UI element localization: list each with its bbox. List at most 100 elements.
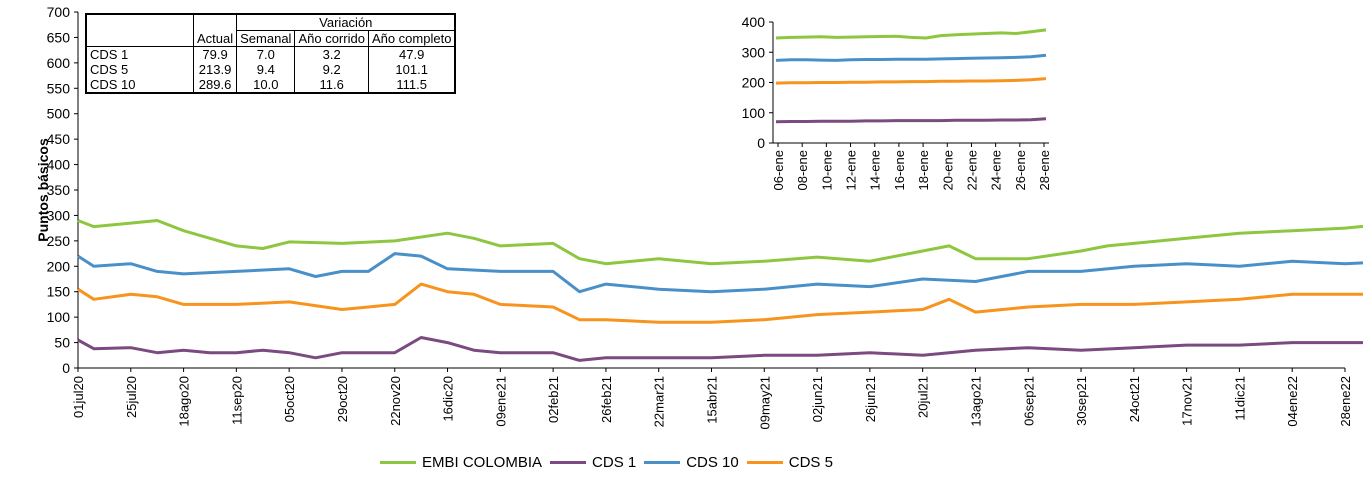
table-corner <box>86 14 194 31</box>
x-tick-label: 11dic21 <box>1232 376 1247 421</box>
inset-x-tick-label: 20-ene <box>940 150 955 190</box>
y-tick-label: 600 <box>47 55 71 71</box>
legend: EMBI COLOMBIA CDS 1 CDS 10 CDS 5 <box>380 452 841 472</box>
table-row: CDS 5 213.9 9.4 9.2 101.1 <box>86 62 456 77</box>
legend-item-cds5: CDS 5 <box>746 453 833 471</box>
legend-item-cds10: CDS 10 <box>644 454 739 471</box>
table-spacer <box>192 14 237 31</box>
x-tick-label: 01jul20 <box>71 376 86 418</box>
y-tick-label: 400 <box>47 157 71 173</box>
inset-x-tick-label: 16-ene <box>892 150 907 190</box>
x-tick-label: 24oct21 <box>1127 376 1142 422</box>
series-line <box>77 282 1363 324</box>
inset-x-tick-label: 26-ene <box>1013 150 1028 190</box>
legend-label: CDS 10 <box>686 453 739 471</box>
inset-y-tick-label: 300 <box>742 44 766 60</box>
table-cell: 213.9 <box>192 62 237 77</box>
legend-item-embi: EMBI COLOMBIA <box>380 454 542 471</box>
legend-swatch <box>550 460 587 464</box>
y-tick-label: 650 <box>47 29 71 45</box>
x-tick-label: 29oct20 <box>335 376 350 422</box>
y-tick-label: 700 <box>47 4 71 20</box>
table-cell: 9.2 <box>294 62 369 77</box>
table-cell: 79.9 <box>192 46 237 62</box>
x-tick-label: 11sep20 <box>229 376 244 425</box>
x-tick-label: 06sep21 <box>1021 376 1036 426</box>
inset-chart: 0 100 200 300 400 06-ene 08-ene 10-ene 12-ene 14-… <box>742 14 1052 190</box>
legend-label: CDS 1 <box>592 453 637 471</box>
variation-table: Variación Actual Semanal Año corrido Año… <box>85 13 457 94</box>
x-tick-label: 28ene22 <box>1338 376 1353 427</box>
y-tick-label: 450 <box>47 131 71 147</box>
y-tick-label: 200 <box>47 258 71 274</box>
x-tick-label: 26feb21 <box>599 376 614 423</box>
inset-x-tick-label: 24-ene <box>989 150 1004 190</box>
table-cell: 289.6 <box>192 77 237 93</box>
table-header: Año corrido <box>294 30 369 47</box>
legend-swatch <box>380 460 416 464</box>
x-tick-label: 15abr21 <box>705 376 720 424</box>
table-cell: 7.0 <box>236 46 295 62</box>
inset-x-tick-label: 14-ene <box>868 150 883 190</box>
inset-y-tick-label: 0 <box>757 135 765 151</box>
x-tick-label: 09ene21 <box>493 376 508 427</box>
x-tick-label: 09may21 <box>757 376 772 429</box>
table-cell: 11.6 <box>294 77 369 93</box>
table-row: CDS 1 79.9 7.0 3.2 47.9 <box>86 46 456 62</box>
table-cell: 9.4 <box>236 62 295 77</box>
y-tick-label: 350 <box>47 182 71 198</box>
legend-label: EMBI COLOMBIA <box>422 453 543 471</box>
x-tick-label: 02feb21 <box>546 376 561 423</box>
inset-x-tick-label: 18-ene <box>916 150 931 190</box>
y-tick-label: 150 <box>47 284 71 300</box>
inset-series-line <box>775 53 1047 62</box>
x-tick-label: 25jul20 <box>124 376 139 418</box>
row-label: CDS 10 <box>90 77 136 92</box>
y-tick-label: 50 <box>54 335 70 351</box>
y-tick-label: 300 <box>47 207 71 223</box>
y-tick-label: 100 <box>47 309 71 325</box>
table-cell: 47.9 <box>367 46 456 62</box>
series-line <box>77 252 1363 294</box>
y-tick-label: 550 <box>47 80 71 96</box>
inset-series-line <box>775 77 1047 85</box>
inset-y-tick-label: 400 <box>742 14 766 30</box>
x-tick-label: 05oct20 <box>282 376 297 422</box>
table-corner <box>86 31 194 47</box>
inset-series-line <box>775 28 1047 40</box>
inset-y-tick-label: 200 <box>742 75 766 91</box>
x-tick-label: 17nov21 <box>1180 376 1195 426</box>
inset-x-tick-label: 08-ene <box>795 150 810 190</box>
x-tick-label: 04ene22 <box>1285 376 1300 427</box>
table-header: Actual <box>192 30 237 47</box>
inset-y-tick-label: 100 <box>742 105 766 121</box>
y-tick-label: 500 <box>47 106 71 122</box>
x-tick-label: 16dic20 <box>441 376 456 422</box>
table-cell: 10.0 <box>236 77 295 93</box>
table-row: CDS 10 289.6 10.0 11.6 111.5 <box>86 77 456 93</box>
table-header: Semanal <box>236 30 295 47</box>
x-tick-label: 26jun21 <box>863 376 878 422</box>
row-label: CDS 5 <box>90 62 129 77</box>
x-tick-label: 18ago20 <box>177 376 192 427</box>
table-cell: 3.2 <box>294 46 369 62</box>
x-tick-label: 13ago21 <box>968 376 983 427</box>
inset-x-tick-label: 28-ene <box>1037 150 1052 190</box>
x-tick-label: 30sep21 <box>1074 376 1089 426</box>
x-tick-label: 02jun21 <box>810 376 825 422</box>
table-cell: 111.5 <box>367 77 456 93</box>
table-header: Año completo <box>367 30 456 47</box>
series-line <box>77 336 1363 362</box>
x-tick-label: 22nov20 <box>388 376 403 426</box>
x-tick-label: 20jul21 <box>916 376 931 418</box>
inset-x-tick-label: 06-ene <box>771 150 786 190</box>
y-axis-label: Puntos básicos <box>35 138 51 242</box>
series-line <box>77 219 1363 266</box>
legend-swatch <box>644 460 681 464</box>
inset-x-tick-label: 22-ene <box>964 150 979 190</box>
legend-label: CDS 5 <box>788 453 833 471</box>
y-tick-label: 250 <box>47 233 71 249</box>
x-tick-label: 22mar21 <box>652 376 667 427</box>
row-label: CDS 1 <box>86 46 194 62</box>
